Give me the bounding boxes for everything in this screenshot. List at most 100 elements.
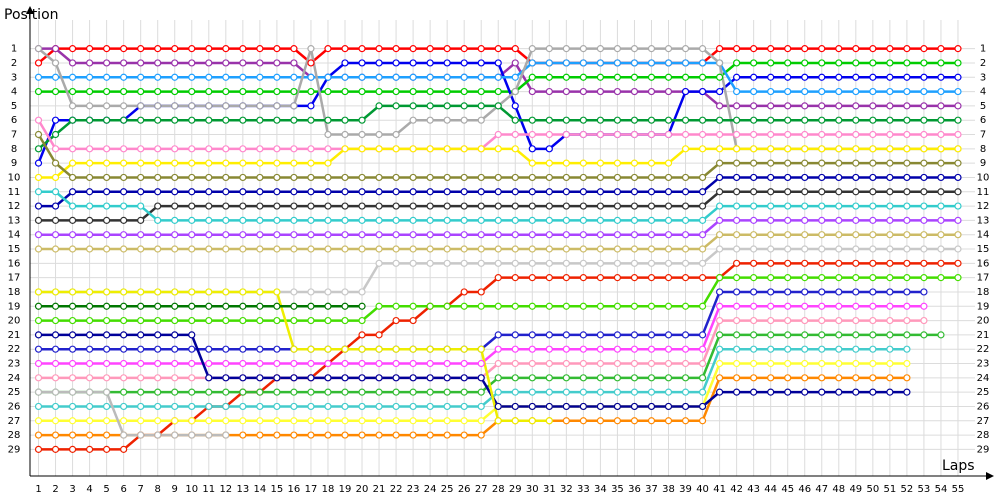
marker — [426, 345, 434, 353]
x-tick-label: 33 — [577, 484, 590, 495]
y-tick-label: 29 — [8, 444, 21, 455]
marker — [171, 159, 179, 167]
marker — [750, 45, 758, 53]
marker — [630, 359, 639, 368]
marker — [120, 188, 128, 196]
marker — [120, 173, 128, 182]
marker — [545, 345, 553, 353]
marker — [307, 417, 315, 425]
marker — [120, 45, 128, 53]
x-tick-label: 38 — [662, 484, 675, 495]
marker — [835, 73, 843, 81]
marker — [137, 402, 145, 411]
marker — [409, 59, 417, 67]
marker — [528, 374, 536, 382]
marker — [647, 402, 656, 411]
marker — [222, 145, 230, 153]
marker — [664, 45, 673, 53]
marker — [290, 202, 298, 210]
marker — [222, 216, 230, 224]
marker — [392, 102, 400, 110]
marker — [120, 331, 128, 339]
marker — [750, 388, 758, 396]
marker — [34, 45, 43, 53]
marker — [750, 374, 758, 382]
marker — [596, 345, 605, 353]
marker — [290, 87, 298, 96]
marker — [494, 417, 502, 425]
marker — [954, 173, 962, 182]
marker — [85, 216, 94, 224]
marker — [733, 374, 741, 382]
marker — [392, 402, 400, 411]
marker — [358, 202, 366, 210]
marker — [750, 231, 758, 239]
marker — [358, 145, 366, 153]
marker — [392, 202, 400, 210]
marker — [596, 331, 605, 339]
marker — [120, 116, 128, 124]
marker — [273, 188, 281, 196]
marker — [613, 116, 622, 124]
marker — [903, 145, 911, 153]
marker — [409, 145, 417, 153]
marker — [801, 188, 809, 196]
marker — [767, 202, 775, 210]
marker — [767, 388, 775, 396]
marker — [68, 202, 77, 210]
marker — [358, 87, 366, 96]
marker — [358, 216, 366, 224]
marker — [664, 245, 673, 253]
marker — [698, 388, 707, 396]
marker — [239, 245, 247, 253]
marker — [733, 274, 741, 282]
y-tick-label-right: 25 — [977, 387, 990, 398]
marker — [647, 274, 656, 282]
marker — [460, 402, 468, 411]
marker — [818, 45, 826, 53]
marker — [545, 45, 553, 53]
marker — [307, 188, 315, 196]
marker — [596, 59, 605, 67]
marker — [562, 216, 570, 224]
marker — [784, 374, 792, 382]
marker — [426, 245, 434, 253]
marker — [545, 245, 553, 253]
marker — [51, 316, 60, 325]
marker — [154, 216, 162, 224]
marker — [784, 59, 792, 67]
marker — [358, 316, 366, 325]
marker — [835, 331, 843, 339]
marker — [903, 45, 911, 53]
marker — [681, 188, 690, 196]
marker — [664, 216, 673, 224]
marker — [852, 316, 860, 325]
marker — [154, 231, 162, 239]
marker — [409, 316, 417, 325]
marker — [886, 73, 894, 81]
marker — [545, 159, 553, 167]
marker — [903, 245, 911, 253]
x-tick-label: 16 — [288, 484, 301, 495]
marker — [937, 102, 945, 110]
marker — [103, 359, 111, 368]
marker — [903, 130, 911, 139]
marker — [341, 431, 349, 439]
marker — [494, 202, 502, 210]
x-tick-label: 2 — [52, 484, 58, 495]
marker — [733, 59, 741, 67]
marker — [51, 402, 60, 411]
marker — [34, 116, 43, 124]
marker — [409, 87, 417, 96]
marker — [562, 359, 570, 368]
marker — [256, 87, 264, 96]
marker — [698, 87, 707, 96]
marker — [903, 102, 911, 110]
marker — [154, 316, 162, 325]
marker — [324, 130, 332, 139]
marker — [869, 388, 877, 396]
marker — [341, 216, 349, 224]
marker — [375, 345, 383, 353]
x-tick-label: 4 — [86, 484, 92, 495]
marker — [869, 145, 877, 153]
